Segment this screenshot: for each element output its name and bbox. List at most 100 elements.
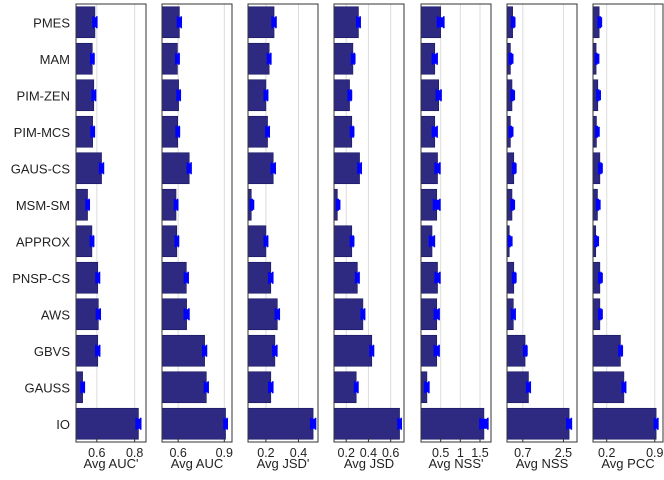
panel-1-error-approx <box>175 236 180 247</box>
panel-6-error-io <box>654 418 659 429</box>
panel-3-bar-io <box>333 407 400 440</box>
panel-2-bar-pim-mcs <box>247 115 268 148</box>
panel-2-error-gaus-cs <box>271 163 276 174</box>
panel-4-frame <box>420 3 492 443</box>
panel-4-error-aws <box>434 309 440 320</box>
panel-3-bar-gbvs <box>333 334 373 367</box>
panel-5-bar-gauss <box>506 371 529 404</box>
panel-0-error-pnsp-cs <box>96 272 101 283</box>
category-label-pim-mcs: PIM-MCS <box>14 125 71 140</box>
panel-3-tick-label-2: 0.6 <box>382 446 399 460</box>
panel-5-error-io <box>566 418 572 429</box>
category-label-pim-zen: PIM-ZEN <box>17 88 70 103</box>
panel-1-xlabel: Avg AUC <box>171 456 224 471</box>
panel-3-bar-aws <box>333 298 364 331</box>
category-label-gaus-cs: GAUS-CS <box>11 161 71 176</box>
panel-4-tick-label-1: 1 <box>457 446 464 460</box>
panel-1-bar-io <box>161 407 226 440</box>
panel-3-xlabel: Avg JSD <box>344 456 394 471</box>
panel-2-tick-label-0: 0.2 <box>257 446 274 460</box>
panel-0-error-pmes <box>93 17 98 28</box>
panel-1-bar-gaus-cs <box>161 152 190 185</box>
panel-4-tick-label-0: 0.5 <box>432 446 449 460</box>
panel-2-background <box>248 4 318 442</box>
panel-2-error-io <box>310 418 316 429</box>
panel-4-error-pim-zen <box>436 90 442 101</box>
panel-3-bar-pmes <box>333 6 359 39</box>
panel-2-error-pim-zen <box>264 90 269 101</box>
panel-1-error-pim-mcs <box>176 126 181 137</box>
panel-0-bar-pim-mcs <box>75 115 93 148</box>
panel-1-error-aws <box>184 309 189 320</box>
panel-5-bar-gbvs <box>506 334 526 367</box>
panel-2-error-pnsp-cs <box>268 272 273 283</box>
panel-0-bar-gbvs <box>75 334 99 367</box>
category-label-io: IO <box>56 417 70 432</box>
panel-5-error-aws <box>511 309 516 320</box>
panel-0-error-gaus-cs <box>99 163 104 174</box>
panel-4-error-mam <box>432 53 438 64</box>
panel-2-bar-gaus-cs <box>247 152 274 185</box>
panel-1-tick-label-1: 0.9 <box>216 446 233 460</box>
panel-5-xlabel: Avg NSS <box>516 456 569 471</box>
panel-6-tick-label-0: 0.2 <box>598 446 615 460</box>
category-label-pmes: PMES <box>33 15 70 30</box>
category-label-msm-sm: MSM-SM <box>16 198 70 213</box>
panel-6-bar-gbvs <box>592 334 621 367</box>
panel-6-error-gauss <box>622 382 627 393</box>
panel-4-error-msm-sm <box>433 199 440 210</box>
panel-3-tick-label-1: 0.4 <box>360 446 377 460</box>
panel-2-bar-gbvs <box>247 334 276 367</box>
panel-2-error-pim-mcs <box>265 126 270 137</box>
panel-4-error-io <box>479 418 488 429</box>
panel-1-frame <box>161 3 233 443</box>
panel-0-bar-mam <box>75 42 93 75</box>
category-label-pnsp-cs: PNSP-CS <box>12 271 70 286</box>
panel-0-error-aws <box>96 309 101 320</box>
panel-1-bar-pim-mcs <box>161 115 178 148</box>
panel-1-bar-pim-zen <box>161 79 179 112</box>
panel-4-tick-label-2: 1.5 <box>471 446 488 460</box>
panel-2-tick-label-1: 0.4 <box>290 446 307 460</box>
panel-2-xlabel: Avg JSD' <box>257 456 310 471</box>
panel-0-error-gbvs <box>95 345 100 356</box>
panel-1-bar-gbvs <box>161 334 205 367</box>
panel-3-bar-pim-zen <box>333 79 350 112</box>
panel-4-xlabel: Avg NSS' <box>429 456 484 471</box>
panel-4-background <box>421 4 491 442</box>
panel-2-error-approx <box>264 236 269 247</box>
panel-1-error-pnsp-cs <box>184 272 189 283</box>
panel-0-tick-label-1: 0.8 <box>126 446 143 460</box>
panel-3-error-gauss <box>354 382 359 393</box>
panel-1-background <box>162 4 232 442</box>
panel-0-error-io <box>136 418 141 429</box>
panel-0-error-msm-sm <box>86 199 91 210</box>
panel-5-tick-label-0: 0.7 <box>514 446 531 460</box>
panel-4-error-pnsp-cs <box>435 272 440 283</box>
panel-6-bar-gauss <box>592 371 625 404</box>
panel-0-bar-pim-zen <box>75 79 95 112</box>
panel-0-error-approx <box>90 236 95 247</box>
panel-1-error-msm-sm <box>174 199 179 210</box>
panel-3-bar-pnsp-cs <box>333 261 358 294</box>
panel-2-bar-pim-zen <box>247 79 267 112</box>
panel-3-background <box>334 4 404 442</box>
category-label-aws: AWS <box>41 307 70 322</box>
panel-3-error-gbvs <box>370 345 375 356</box>
panel-4-error-pmes <box>437 17 444 28</box>
panel-0-frame <box>75 3 147 443</box>
panel-3-bar-gaus-cs <box>333 152 360 185</box>
panel-4-error-gauss <box>424 382 429 393</box>
panel-3-error-aws <box>361 309 366 320</box>
panel-1-error-gbvs <box>202 345 207 356</box>
panel-0-error-pim-zen <box>92 90 97 101</box>
panel-1-error-gauss <box>204 382 209 393</box>
panel-3-bar-pim-mcs <box>333 115 353 148</box>
panel-4-error-approx <box>429 236 435 247</box>
panel-5-tick-label-1: 2.5 <box>555 446 572 460</box>
panel-1-error-io <box>224 418 228 429</box>
panel-1-error-pim-zen <box>177 90 182 101</box>
panel-1-bar-aws <box>161 298 187 331</box>
panel-5-error-gauss <box>526 382 531 393</box>
